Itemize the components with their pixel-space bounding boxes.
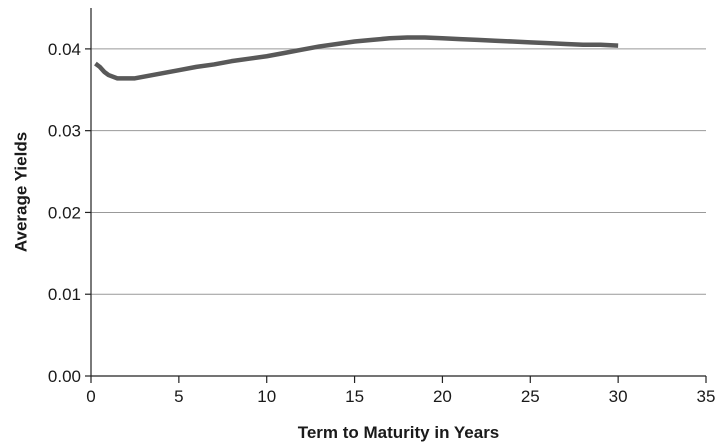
x-tick-label: 30 bbox=[609, 387, 628, 406]
axes bbox=[85, 8, 707, 383]
x-tick-label: 0 bbox=[86, 387, 95, 406]
y-tick-label: 0.01 bbox=[48, 285, 81, 304]
y-axis-title: Average Yields bbox=[12, 132, 31, 252]
x-tick-label: 25 bbox=[521, 387, 540, 406]
yield-curve-line bbox=[94, 35, 619, 81]
y-tick-label: 0.03 bbox=[48, 122, 81, 141]
tick-labels: 0.00 0.01 0.02 0.03 0.04 0 5 10 15 20 25 30 35 bbox=[48, 40, 716, 406]
y-tick-label: 0.00 bbox=[48, 367, 81, 386]
x-axis-title: Term to Maturity in Years bbox=[298, 423, 500, 442]
y-tick-label: 0.02 bbox=[48, 203, 81, 222]
x-tick-label: 10 bbox=[257, 387, 276, 406]
x-tick-label: 35 bbox=[697, 387, 716, 406]
x-tick-label: 20 bbox=[433, 387, 452, 406]
x-tick-label: 15 bbox=[345, 387, 364, 406]
y-tick-label: 0.04 bbox=[48, 40, 81, 59]
x-tick-label: 5 bbox=[174, 387, 183, 406]
series-layer bbox=[94, 35, 619, 81]
gridlines bbox=[91, 48, 706, 295]
